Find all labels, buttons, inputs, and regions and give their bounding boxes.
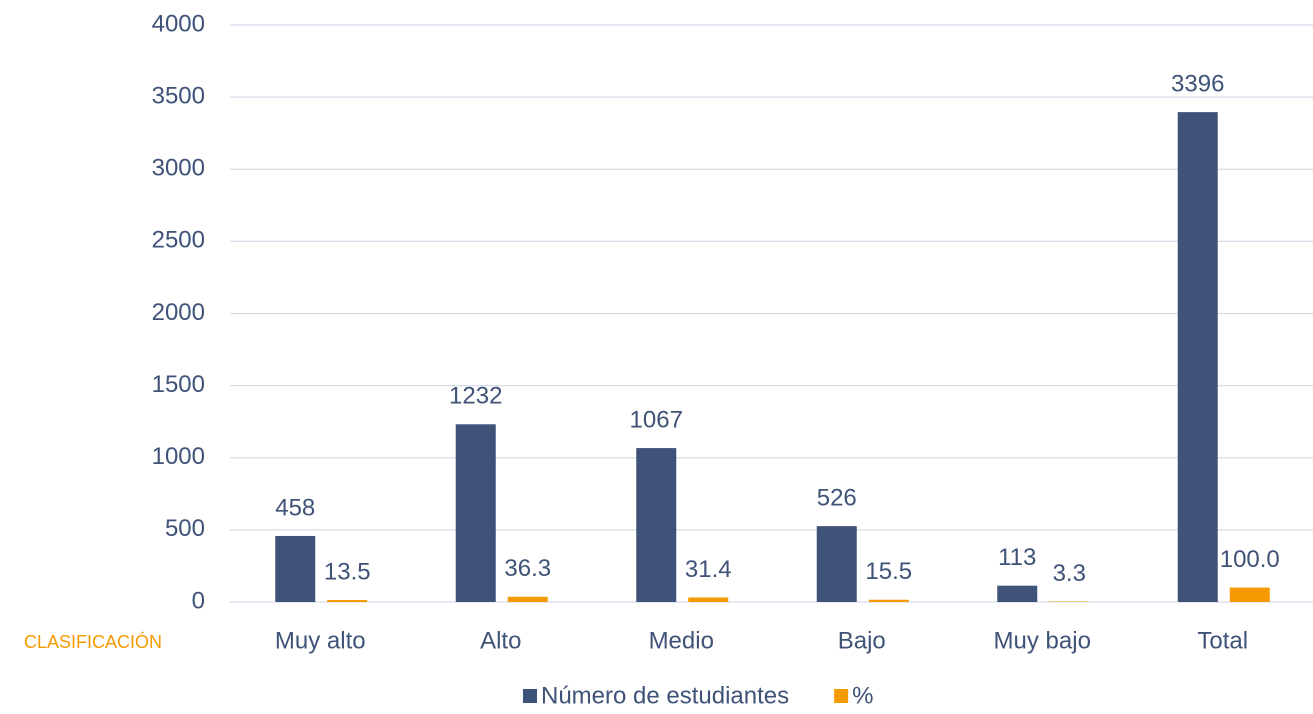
bar [688, 597, 729, 602]
data-label: 3.3 [1053, 560, 1086, 587]
data-label: 1067 [630, 406, 683, 433]
bar [636, 448, 677, 602]
x-tick-label: Total [1197, 627, 1248, 654]
y-tick-label: 3000 [152, 155, 205, 182]
y-tick-label: 2000 [152, 299, 205, 326]
y-tick-label: 1500 [152, 371, 205, 398]
bar [455, 424, 496, 602]
data-label: 36.3 [504, 555, 551, 582]
x-axis-label: CLASIFICACIÓN [24, 631, 162, 652]
data-label: 100.0 [1220, 546, 1280, 573]
bar [1177, 112, 1218, 602]
data-label: 31.4 [685, 556, 732, 583]
x-tick-label: Medio [649, 627, 714, 654]
data-label: 526 [817, 484, 857, 511]
data-label: 113 [998, 544, 1036, 571]
bar [1229, 587, 1270, 602]
y-tick-label: 4000 [152, 10, 205, 37]
x-tick-label: Muy bajo [994, 627, 1091, 654]
bar [327, 600, 368, 602]
legend-label: Número de estudiantes [541, 682, 789, 709]
y-tick-label: 0 [192, 587, 205, 614]
data-label: 1232 [449, 383, 502, 410]
bar [868, 599, 909, 602]
y-tick-label: 1000 [152, 443, 205, 470]
x-tick-label: Alto [480, 627, 521, 654]
x-tick-label: Bajo [838, 627, 886, 654]
bar [507, 596, 548, 602]
y-tick-label: 500 [165, 515, 205, 542]
bar [816, 526, 857, 602]
x-tick-label: Muy alto [275, 627, 366, 654]
bar [275, 535, 316, 602]
legend-label: % [852, 682, 873, 709]
data-label: 458 [275, 494, 315, 521]
y-tick-label: 2500 [152, 227, 205, 254]
data-label: 13.5 [324, 558, 371, 585]
data-label: 15.5 [865, 558, 912, 585]
y-tick-label: 3500 [152, 82, 205, 109]
legend-swatch [834, 689, 849, 703]
legend-swatch [523, 689, 537, 703]
data-label: 3396 [1171, 70, 1224, 97]
bar [997, 585, 1038, 602]
